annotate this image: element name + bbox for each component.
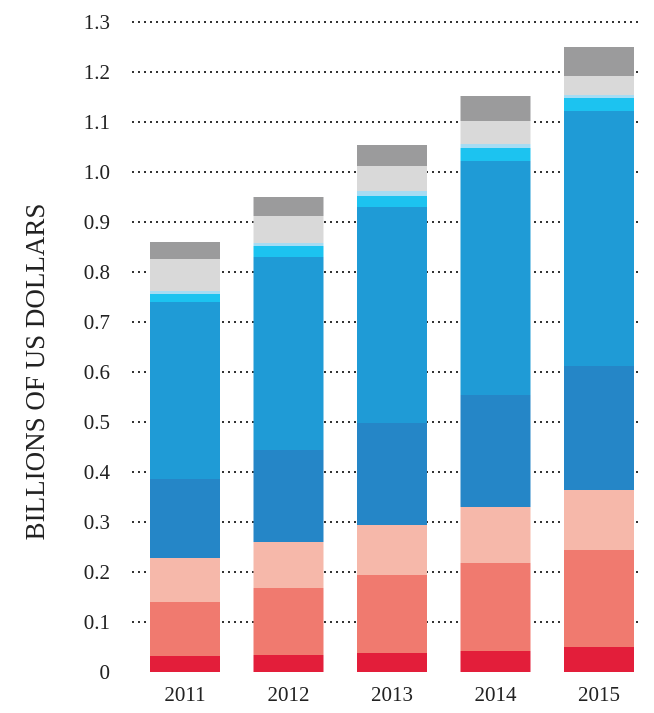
y-tick-label: 0.5 — [84, 410, 110, 434]
bar-segment — [460, 96, 531, 121]
bar-segment — [150, 291, 220, 294]
y-tick-label: 0.7 — [84, 310, 110, 334]
y-tick-label: 0.3 — [84, 510, 110, 534]
bar-segment — [564, 47, 634, 76]
bar-segment — [564, 111, 634, 366]
y-tick-label: 1.2 — [84, 60, 110, 84]
bar-segment — [150, 242, 220, 259]
bar-segment — [357, 145, 427, 166]
bar-segment — [564, 550, 634, 647]
bar-segment — [253, 243, 324, 246]
bar-segment — [564, 366, 634, 490]
bar-segment — [564, 98, 634, 111]
bar-segment — [253, 655, 324, 672]
y-tick-label: 1.3 — [84, 10, 110, 34]
bar-segment — [460, 161, 531, 395]
bar-segment — [150, 302, 220, 479]
bar-segment — [460, 507, 531, 563]
bar-segment — [150, 602, 220, 656]
y-tick-label: 0.2 — [84, 560, 110, 584]
bar-segment — [564, 76, 634, 95]
y-tick-label: 1.1 — [84, 110, 110, 134]
y-tick-label: 0 — [100, 660, 111, 684]
x-tick-label: 2013 — [371, 682, 413, 706]
y-tick-label: 0.4 — [84, 460, 111, 484]
bar-segment — [564, 490, 634, 550]
bar-segment — [357, 575, 427, 653]
bar-segment — [357, 166, 427, 191]
bar-segment — [357, 191, 427, 196]
y-tick-label: 0.1 — [84, 610, 110, 634]
bar-segment — [253, 588, 324, 655]
bar-segment — [357, 423, 427, 525]
x-tick-label: 2011 — [164, 682, 205, 706]
bar-segment — [357, 207, 427, 423]
bar-segment — [150, 259, 220, 291]
bar-segment — [253, 450, 324, 542]
bar-segment — [150, 294, 220, 302]
bar-segment — [150, 479, 220, 558]
x-tick-label: 2014 — [475, 682, 518, 706]
x-axis-ticks: 2011 2012 2013 2014 2015 — [164, 682, 620, 706]
bar-segment — [460, 563, 531, 651]
bar-segment — [150, 558, 220, 602]
y-axis-title: BILLIONS OF US DOLLARS — [20, 204, 50, 541]
bar-segment — [253, 246, 324, 257]
bar-segment — [460, 121, 531, 144]
bar-segment — [460, 148, 531, 161]
y-tick-label: 0.9 — [84, 210, 110, 234]
y-tick-label: 0.8 — [84, 260, 110, 284]
bar-segment — [357, 653, 427, 672]
y-axis-ticks: 0 0.1 0.2 0.3 0.4 0.5 0.6 0.7 0.8 0.9 1.0 1.1 1.2 1.3 — [84, 10, 111, 684]
bar-segment — [564, 95, 634, 98]
bar-segment — [460, 395, 531, 507]
bars — [150, 47, 634, 672]
bar-segment — [253, 542, 324, 588]
bar-segment — [253, 216, 324, 243]
y-tick-label: 1.0 — [84, 160, 110, 184]
x-tick-label: 2015 — [578, 682, 620, 706]
bar-segment — [460, 144, 531, 148]
bar-segment — [150, 656, 220, 672]
bar-segment — [253, 257, 324, 450]
bar-segment — [253, 197, 324, 216]
bar-segment — [564, 647, 634, 672]
bar-segment — [460, 651, 531, 672]
y-tick-label: 0.6 — [84, 360, 110, 384]
bar-segment — [357, 525, 427, 575]
bar-segment — [357, 196, 427, 207]
x-tick-label: 2012 — [268, 682, 310, 706]
